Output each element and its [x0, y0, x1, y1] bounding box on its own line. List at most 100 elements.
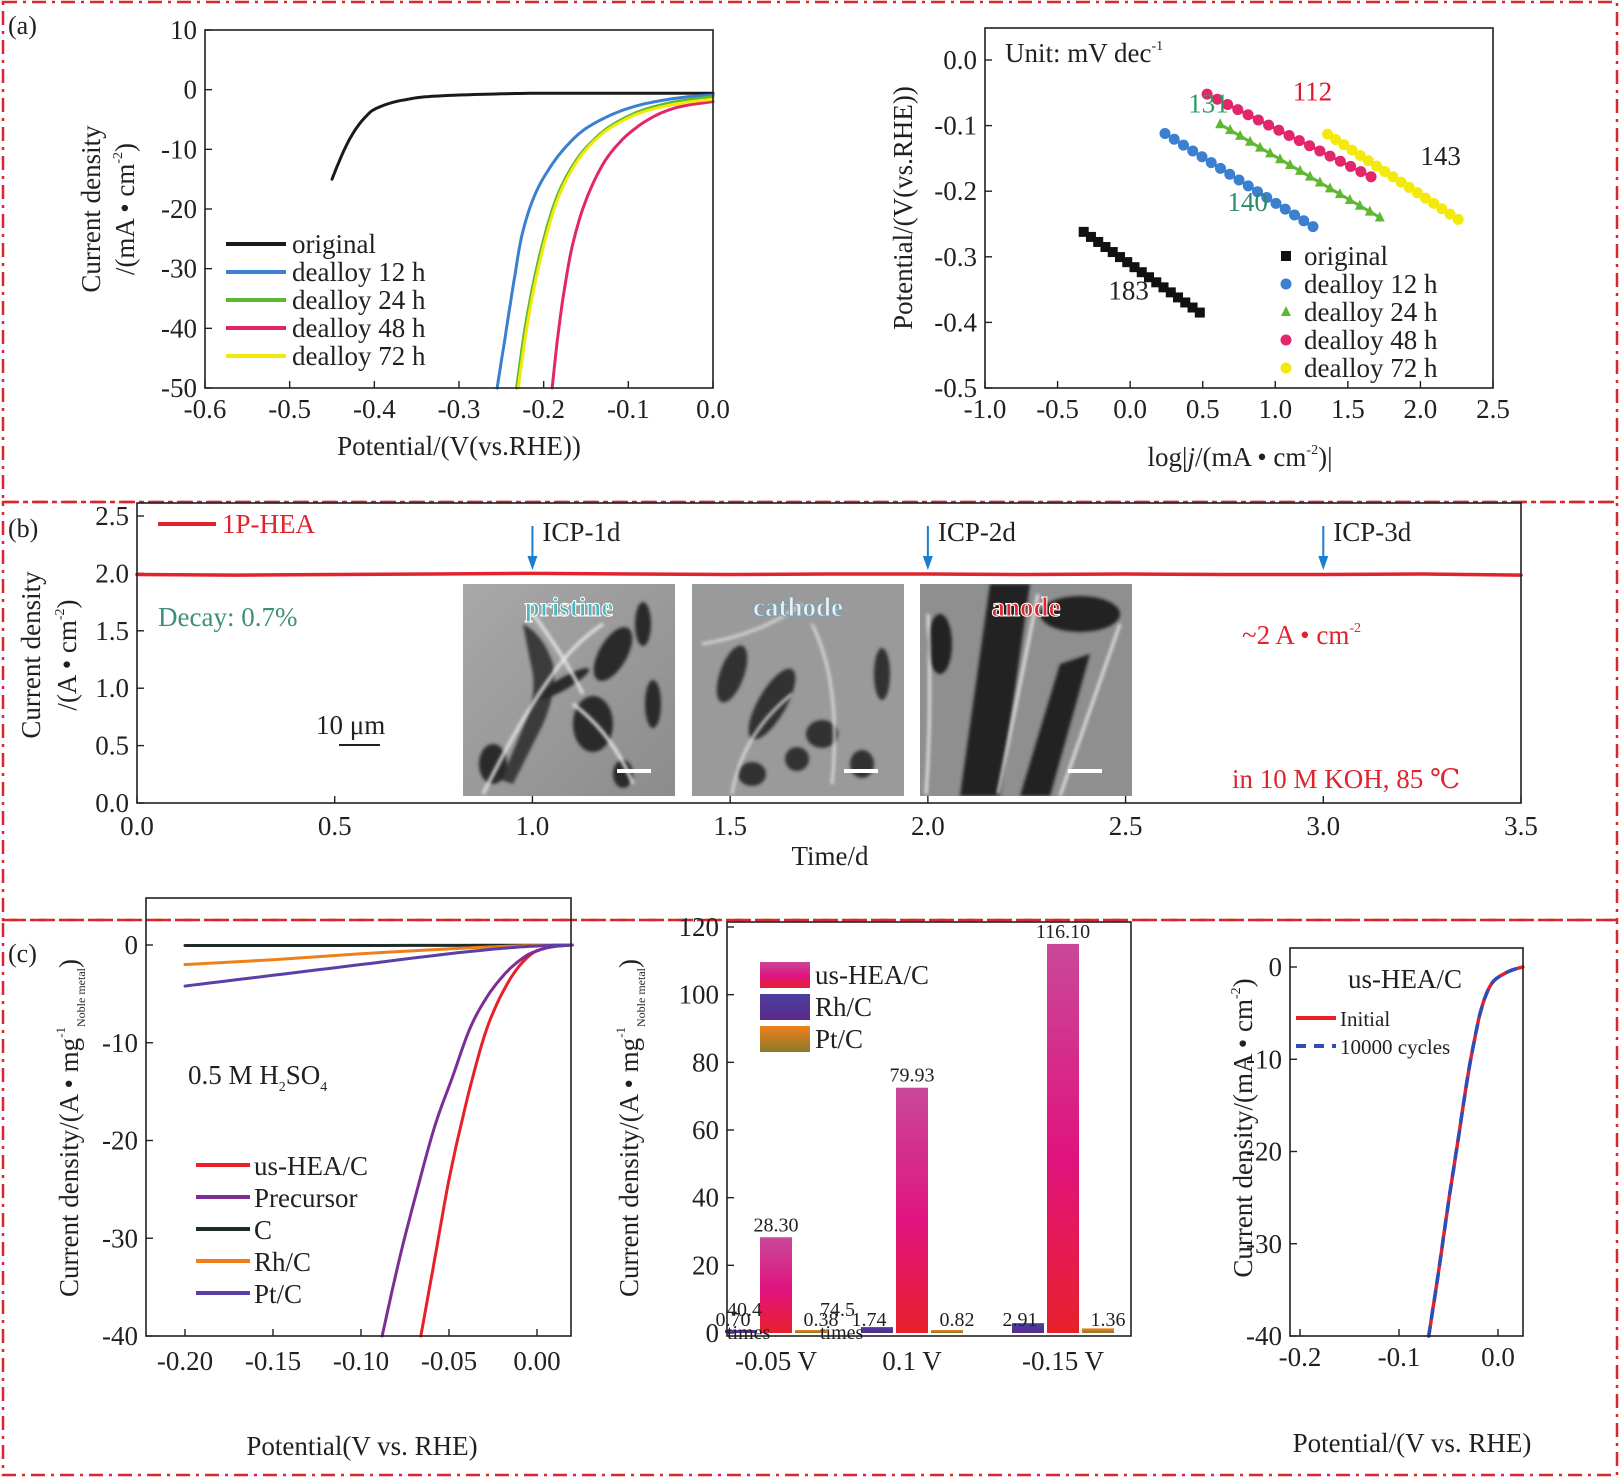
y-axis-label-line1: Current density [76, 125, 106, 293]
sem-inset-pristine: pristine [463, 584, 675, 796]
current-annotation-text: ~2 A • cm [1242, 620, 1349, 650]
y-tick-label: 0 [706, 1318, 720, 1348]
data-point [1284, 159, 1295, 170]
data-point [1354, 149, 1366, 161]
legend: Initial 10000 cycles [1296, 1007, 1450, 1059]
legend-label-initial: Initial [1340, 1007, 1390, 1031]
y-axis-label-sup: -2 [111, 152, 126, 164]
data-point [1168, 133, 1180, 145]
inset-label-pristine: pristine [524, 592, 614, 623]
x-axis-label: Potential(V vs. RHE) [246, 1431, 477, 1461]
legend-label-10000-cycles: 10000 cycles [1340, 1035, 1450, 1059]
scale-bar [844, 769, 878, 773]
bar-rh-c-0-15-v [1012, 1323, 1044, 1333]
y-tick-label: 2.5 [95, 501, 129, 531]
slope-label-dealloy-72-h: 143 [1420, 141, 1461, 171]
x-tick-label: 0.0 [1113, 394, 1147, 424]
y-tick-label: 0.5 [95, 731, 129, 761]
x-tick-label: 0.0 [696, 394, 730, 424]
data-point [1214, 162, 1226, 174]
legend-marker-dealloy-48-h [1280, 334, 1292, 346]
data-point [1187, 145, 1199, 157]
unit-note: Unit: mV dec-1 [1005, 38, 1163, 68]
y-tick-label: 120 [679, 912, 720, 942]
y-tick-label: -0.4 [934, 307, 977, 337]
data-point [1114, 252, 1125, 263]
data-point [1211, 93, 1223, 105]
y-tick-label: -30 [102, 1223, 138, 1253]
slope-label-dealloy-24-h: 131 [1188, 88, 1229, 118]
data-point [1307, 221, 1319, 233]
x-tick-label: 2.0 [911, 811, 945, 841]
y-tick-label: 40 [692, 1183, 719, 1213]
x-tick-label: -0.6 [184, 394, 227, 424]
legend-marker-original [1281, 251, 1291, 261]
plot-frame [136, 502, 1522, 804]
y-tick-label: -10 [161, 134, 197, 164]
legend-label-1p-hea: 1P-HEA [222, 509, 315, 539]
electrolyte-annotation: 0.5 M H2SO4 [188, 1060, 327, 1095]
bar-rh-c-0-1-v [861, 1327, 893, 1333]
data-point [1235, 129, 1246, 140]
legend-label-dealloy-72-h: dealloy 72 h [292, 341, 426, 371]
legend-label-us-hea-c: us-HEA/C [254, 1151, 368, 1181]
series-line-1p-hea [135, 571, 1523, 577]
data-point [1345, 160, 1357, 172]
data-point [1403, 181, 1415, 193]
legend-label-c: C [254, 1215, 272, 1245]
x-tick-label: -0.3 [438, 394, 481, 424]
arrow-down-icon [527, 556, 538, 570]
condition-annotation: in 10 M KOH, 85 ℃ [1232, 764, 1460, 794]
data-point [1136, 267, 1147, 278]
data-point [1374, 211, 1385, 222]
y-axis-label-main: Current density/(A • mg [54, 1038, 84, 1297]
data-point [1242, 109, 1254, 121]
data-point [1395, 176, 1407, 188]
data-point [1242, 180, 1254, 192]
bar-value-label: 0.38 [804, 1309, 839, 1331]
data-point [1444, 208, 1456, 220]
bar-pt-c-0-05-v [795, 1330, 827, 1333]
x-tick-label: 3.0 [1306, 811, 1340, 841]
bar-us-hea-c-0-1-v [896, 1087, 928, 1333]
plot-frame [726, 921, 1132, 1337]
legend-label-original: original [1304, 241, 1388, 271]
data-point [1107, 247, 1118, 258]
ratio-value-rh: 40.4 [727, 1299, 762, 1321]
data-point [1252, 186, 1264, 198]
y-tick-label: 0 [1269, 952, 1283, 982]
y-axis-label-close: ) [54, 959, 84, 968]
decay-annotation: Decay: 0.7% [158, 602, 297, 632]
arrow-label-icp-1d: ICP-1d [542, 517, 621, 547]
data-point [1205, 157, 1217, 169]
data-point [1279, 203, 1291, 215]
sem-inset-cathode: cathode [692, 584, 904, 796]
y-axis-label: Potential/(V(vs.RHE)) [888, 86, 918, 330]
scale-bar-label: 10 μm [316, 710, 385, 740]
data-point [1314, 145, 1326, 157]
legend: us-HEA/CRh/CPt/C [760, 960, 929, 1054]
y-axis-label-sup: -2 [1229, 987, 1244, 999]
arrow-label-icp-3d: ICP-3d [1333, 517, 1412, 547]
legend-swatch-rh-c [760, 994, 810, 1020]
unit-note-sup: -1 [1151, 39, 1163, 54]
y-tick-label: 20 [692, 1250, 719, 1280]
legend-label-precursor: Precursor [254, 1183, 357, 1213]
plot-frame [204, 29, 714, 389]
bar-us-hea-c-0-05-v [760, 1237, 792, 1333]
x-axis-label-prefix: log| [1148, 442, 1188, 472]
electrolyte-sub2: 4 [320, 1080, 327, 1095]
bar-value-label: 0.70 [716, 1309, 751, 1331]
y-tick-label: -20 [102, 1126, 138, 1156]
x-tick-label: 2.5 [1476, 394, 1510, 424]
y-axis-label-line1: Current density [16, 571, 46, 739]
y-tick-label: 60 [692, 1115, 719, 1145]
plot-frame [984, 27, 1494, 389]
data-point [1196, 151, 1208, 163]
data-point [1085, 231, 1096, 242]
y-tick-label: -0.3 [934, 242, 977, 272]
data-point [1233, 174, 1245, 186]
panel-c-border [1, 918, 1619, 1477]
